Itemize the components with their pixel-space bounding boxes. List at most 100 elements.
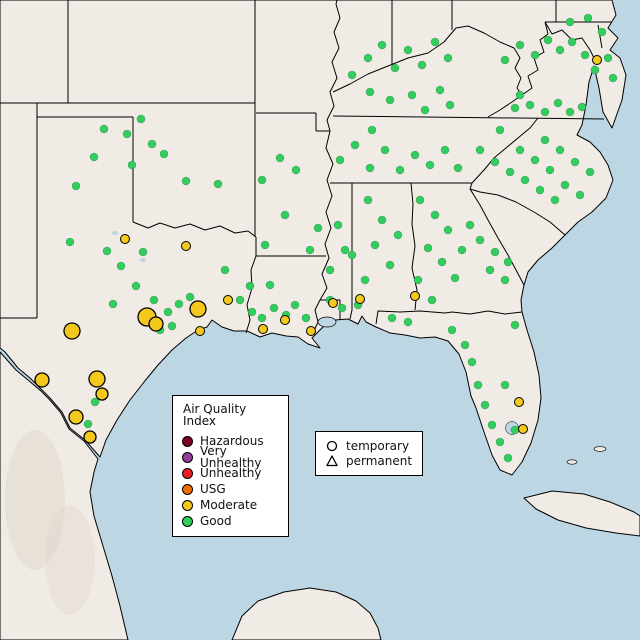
aqi-legend-item-unhealthy: Unhealthy — [182, 465, 278, 481]
aqi-point — [34, 372, 50, 388]
aqi-point — [490, 247, 500, 257]
aqi-point — [350, 140, 360, 150]
aqi-point — [417, 60, 427, 70]
aqi-point — [490, 157, 500, 167]
aqi-point — [260, 240, 270, 250]
aqi-point — [427, 295, 437, 305]
aqi-point — [355, 294, 365, 304]
aqi-point — [83, 430, 97, 444]
aqi-point — [430, 37, 440, 47]
aqi-point — [443, 53, 453, 63]
aqi-legend: Air Quality Index Hazardous Very Unhealt… — [172, 395, 289, 537]
aqi-point — [540, 135, 550, 145]
aqi-point — [280, 315, 290, 325]
aqi-point — [148, 316, 164, 332]
aqi-point — [363, 195, 373, 205]
aqi-point — [500, 55, 510, 65]
shape-legend-label: temporary — [346, 438, 410, 453]
aqi-point — [258, 324, 268, 334]
aqi-point — [335, 155, 345, 165]
aqi-point — [71, 181, 81, 191]
aqi-point — [247, 307, 257, 317]
aqi-point — [585, 167, 595, 177]
aqi-point — [223, 295, 233, 305]
aqi-point — [413, 275, 423, 285]
texas-reservoir — [112, 231, 118, 235]
aqi-point — [505, 167, 515, 177]
aqi-point — [515, 90, 525, 100]
aqi-point — [265, 280, 275, 290]
aqi-point — [437, 257, 447, 267]
aqi-point — [550, 195, 560, 205]
aqi-legend-label: Moderate — [200, 498, 258, 512]
aqi-point — [108, 299, 118, 309]
aqi-point — [467, 357, 477, 367]
aqi-legend-item-moderate: Moderate — [182, 497, 278, 513]
aqi-legend-label: Hazardous — [200, 434, 264, 448]
aqi-point — [590, 65, 600, 75]
aqi-point — [540, 107, 550, 117]
aqi-point — [520, 175, 530, 185]
aqi-point — [301, 313, 311, 323]
aqi-point — [325, 265, 335, 275]
aqi-point — [475, 235, 485, 245]
aqi-point — [337, 303, 347, 313]
aqi-point — [138, 247, 148, 257]
aqi-point — [487, 420, 497, 430]
aqi-point — [68, 409, 84, 425]
aqi-point — [597, 27, 607, 37]
aqi-point — [63, 322, 81, 340]
shape-legend-label: permanent — [346, 453, 413, 468]
aqi-point — [603, 53, 613, 63]
aqi-point — [403, 45, 413, 55]
aqi-point — [460, 340, 470, 350]
aqi-point — [473, 380, 483, 390]
aqi-point — [425, 160, 435, 170]
aqi-point — [570, 157, 580, 167]
aqi-point — [565, 17, 575, 27]
moderate-swatch-icon — [182, 499, 193, 511]
aqi-point — [387, 313, 397, 323]
aqi-point — [365, 87, 375, 97]
aqi-point — [415, 195, 425, 205]
temporary-marker-icon — [326, 440, 338, 451]
aqi-point — [575, 190, 585, 200]
aqi-point — [420, 105, 430, 115]
aqi-point — [447, 325, 457, 335]
aqi-point — [328, 298, 338, 308]
aqi-point — [245, 281, 255, 291]
aqi-point — [122, 129, 132, 139]
aqi-point — [543, 35, 553, 45]
aqi-point — [313, 223, 323, 233]
aqi-point — [410, 150, 420, 160]
aqi-point — [385, 260, 395, 270]
aqi-legend-title: Air Quality Index — [183, 402, 247, 428]
aqi-point — [195, 326, 205, 336]
aqi-point — [423, 243, 433, 253]
aqi-point — [410, 291, 420, 301]
aqi-point — [450, 273, 460, 283]
aqi-point — [565, 107, 575, 117]
aqi-point — [131, 281, 141, 291]
bahamas-island — [566, 459, 578, 465]
yucatan-landmass — [231, 587, 382, 640]
aqi-point — [500, 380, 510, 390]
aqi-point — [475, 145, 485, 155]
aqi-point — [220, 265, 230, 275]
aqi-point — [280, 210, 290, 220]
aqi-point — [306, 326, 316, 336]
aqi-point — [435, 85, 445, 95]
aqi-point — [185, 292, 195, 302]
aqi-point — [518, 424, 528, 434]
aqi-point — [515, 145, 525, 155]
aqi-point — [167, 321, 177, 331]
aqi-point — [465, 220, 475, 230]
aqi-point — [545, 165, 555, 175]
aqi-point — [530, 155, 540, 165]
aqi-point — [88, 370, 106, 388]
aqi-point — [257, 313, 267, 323]
state-borders-rivers — [132, 0, 597, 334]
shape-legend-item-permanent: permanent — [325, 453, 412, 468]
